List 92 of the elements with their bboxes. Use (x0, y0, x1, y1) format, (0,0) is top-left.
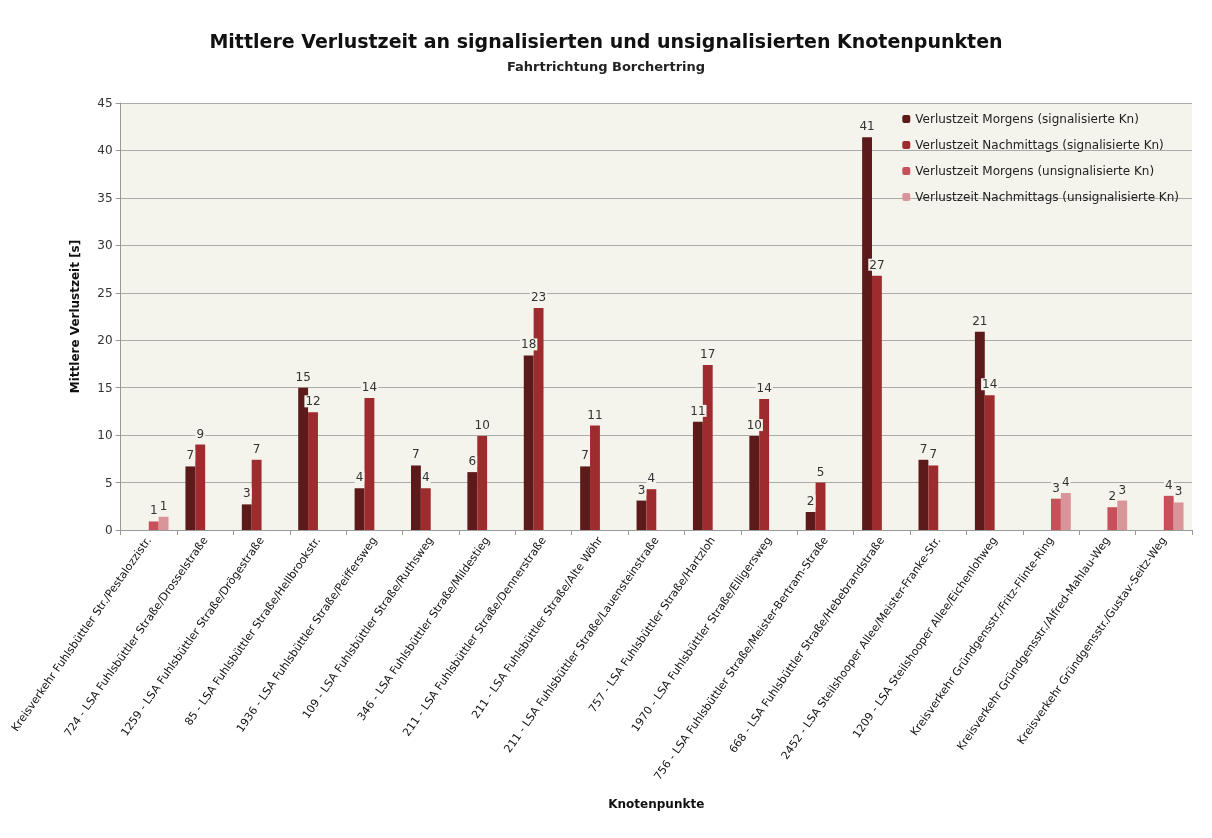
data-label: 7 (412, 447, 420, 462)
bar (805, 511, 816, 530)
bar (928, 465, 939, 530)
legend-label: Verlustzeit Morgens (signalisierte Kn) (915, 112, 1139, 126)
bar (1060, 492, 1071, 530)
bar (308, 412, 318, 530)
chart-title: Mittlere Verlustzeit an signalisierten und unsignalisierten Knotenpunkten (209, 29, 1003, 52)
bar (467, 472, 478, 530)
bar (1173, 502, 1184, 530)
bar (1117, 500, 1128, 530)
bar (411, 465, 421, 530)
y-tick-label: 15 (97, 380, 113, 395)
data-label: 27 (869, 257, 885, 272)
y-tick-label: 25 (97, 285, 113, 300)
bar (692, 421, 703, 530)
data-label: 9 (196, 426, 205, 441)
data-label: 7 (252, 441, 261, 456)
data-label: 5 (816, 464, 825, 479)
legend-label: Verlustzeit Nachmittags (unsignalisierte Kn) (915, 190, 1180, 204)
x-axis-title: Knotenpunkte (608, 797, 705, 811)
y-tick-label: 20 (97, 333, 113, 348)
data-label: 1 (149, 503, 158, 518)
data-label: 3 (242, 486, 251, 501)
bar (251, 459, 262, 530)
bar (1051, 498, 1061, 530)
bar (185, 466, 196, 530)
bar (195, 444, 206, 530)
bar (590, 425, 600, 530)
bar (749, 436, 760, 530)
bar (523, 355, 534, 530)
data-label: 7 (919, 441, 928, 456)
bar (646, 489, 657, 530)
y-tick-label: 35 (97, 190, 113, 205)
data-label: 14 (756, 381, 772, 396)
data-label: 7 (581, 448, 589, 463)
data-label: 14 (361, 380, 378, 395)
data-label: 41 (859, 119, 875, 134)
bar (974, 331, 985, 530)
data-label: 12 (305, 394, 321, 409)
bar (241, 504, 252, 530)
data-label: 14 (982, 377, 998, 392)
data-label: 23 (530, 289, 547, 304)
y-axis-title: Mittlere Verlustzeit [s] (67, 239, 82, 394)
y-tick-label: 45 (97, 96, 113, 110)
legend-label: Verlustzeit Morgens (unsignalisierte Kn) (915, 164, 1155, 178)
legend-label: Verlustzeit Nachmittags (signalisierte Kn) (915, 138, 1164, 152)
data-label: 4 (421, 470, 430, 485)
y-tick-label: 30 (97, 238, 113, 253)
bar (298, 387, 309, 530)
data-label: 4 (355, 470, 364, 485)
data-label: 11 (587, 407, 603, 422)
bar (984, 395, 995, 530)
data-label: 3 (1118, 482, 1127, 497)
data-label: 2 (806, 493, 815, 508)
bar (420, 488, 431, 530)
bar (354, 488, 365, 530)
bar (158, 516, 169, 530)
y-tick-label: 10 (97, 428, 113, 443)
y-tick-label: 5 (104, 475, 113, 490)
bar (1107, 507, 1118, 530)
data-label: 2 (1108, 489, 1117, 504)
data-label: 15 (295, 369, 311, 384)
data-label: 21 (972, 313, 988, 328)
bar (815, 482, 826, 530)
data-label: 6 (468, 454, 477, 469)
data-label: 18 (521, 337, 537, 352)
data-label: 3 (1174, 484, 1183, 499)
bar (918, 459, 929, 530)
y-tick-label: 0 (104, 523, 113, 537)
chart-subtitle: Fahrtrichtung Borchertring (506, 59, 706, 74)
bar (148, 521, 159, 530)
data-label: 10 (746, 418, 762, 433)
bar (364, 398, 375, 530)
data-label: 4 (647, 471, 656, 486)
data-label: 4 (1164, 477, 1173, 492)
y-tick-label: 40 (97, 143, 113, 158)
bar (636, 500, 647, 530)
data-label: 7 (929, 447, 938, 462)
data-label: 1 (159, 498, 168, 513)
bar (580, 466, 591, 530)
data-label: 3 (1052, 480, 1060, 495)
data-label: 17 (700, 346, 716, 361)
data-label: 4 (1062, 474, 1070, 489)
bar (477, 436, 488, 530)
data-label: 10 (474, 418, 490, 433)
bar (871, 275, 882, 530)
data-label: 7 (186, 448, 195, 463)
bar (759, 399, 770, 530)
bar (1163, 495, 1174, 530)
bar (862, 137, 872, 530)
data-label: 11 (690, 403, 706, 418)
data-label: 3 (637, 482, 646, 497)
